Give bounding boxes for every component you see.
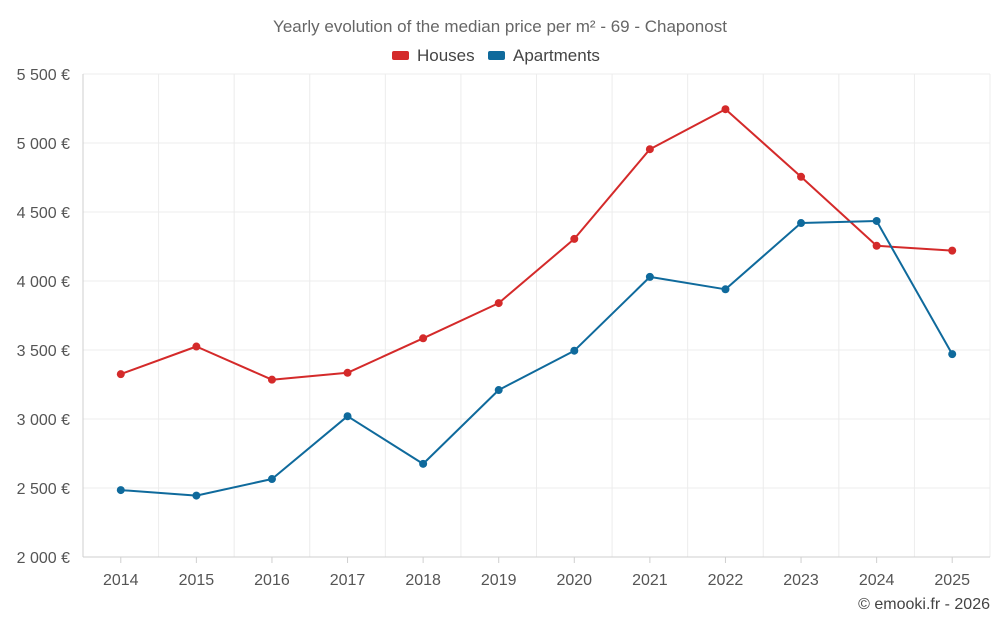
y-tick-label: 4 000 €	[17, 274, 70, 291]
x-tick-label: 2020	[556, 572, 592, 589]
data-point-houses[interactable]	[872, 241, 881, 250]
y-tick-label: 3 000 €	[17, 412, 70, 429]
data-point-apartments[interactable]	[570, 346, 579, 355]
data-point-apartments[interactable]	[116, 486, 125, 495]
credit-text: © emooki.fr - 2026	[858, 596, 990, 613]
y-tick-label: 2 500 €	[17, 481, 70, 498]
y-tick-label: 2 000 €	[17, 550, 70, 567]
legend-swatch-apartments	[488, 51, 505, 60]
series-line-apartments	[120, 220, 954, 497]
y-tick-label: 5 500 €	[17, 67, 70, 84]
data-point-houses[interactable]	[267, 375, 276, 384]
x-tick-label: 2014	[103, 572, 139, 589]
grid	[82, 73, 991, 558]
chart-title: Yearly evolution of the median price per…	[273, 17, 727, 36]
x-tick-label: 2022	[708, 572, 744, 589]
data-point-apartments[interactable]	[494, 386, 503, 395]
data-point-apartments[interactable]	[721, 285, 730, 294]
data-point-apartments[interactable]	[267, 475, 276, 484]
series-layer	[116, 105, 957, 500]
data-point-houses[interactable]	[570, 234, 579, 243]
data-point-houses[interactable]	[116, 370, 125, 379]
y-tick-label: 5 000 €	[17, 136, 70, 153]
x-tick-label: 2021	[632, 572, 668, 589]
data-point-apartments[interactable]	[645, 272, 654, 281]
data-point-apartments[interactable]	[419, 459, 428, 468]
data-point-apartments[interactable]	[872, 216, 881, 225]
data-point-houses[interactable]	[419, 334, 428, 343]
x-tick-label: 2019	[481, 572, 517, 589]
data-point-apartments[interactable]	[797, 219, 806, 228]
data-point-apartments[interactable]	[948, 350, 957, 359]
x-tick-label: 2025	[934, 572, 970, 589]
x-tick-label: 2017	[330, 572, 366, 589]
series-line-houses	[120, 108, 953, 381]
data-point-apartments[interactable]	[192, 491, 201, 500]
data-point-houses[interactable]	[645, 145, 654, 154]
x-tick-label: 2015	[179, 572, 215, 589]
data-point-houses[interactable]	[797, 172, 806, 181]
data-point-houses[interactable]	[948, 246, 957, 255]
y-tick-label: 4 500 €	[17, 205, 70, 222]
data-point-houses[interactable]	[192, 342, 201, 351]
x-tick-label: 2016	[254, 572, 290, 589]
x-tick-label: 2023	[783, 572, 819, 589]
data-point-houses[interactable]	[721, 105, 730, 114]
legend-label-apartments[interactable]: Apartments	[513, 46, 600, 65]
legend-label-houses[interactable]: Houses	[417, 46, 475, 65]
legend: Houses Apartments	[392, 46, 600, 65]
data-point-apartments[interactable]	[343, 412, 352, 421]
x-tick-label: 2024	[859, 572, 895, 589]
legend-swatch-houses	[392, 51, 409, 60]
x-tick-label: 2018	[405, 572, 441, 589]
axes: 2 000 € 2 500 € 3 000 € 3 500 € 4 000 € 4 500…	[17, 67, 990, 589]
data-point-houses[interactable]	[343, 368, 352, 377]
y-tick-label: 3 500 €	[17, 343, 70, 360]
data-point-houses[interactable]	[494, 299, 503, 308]
